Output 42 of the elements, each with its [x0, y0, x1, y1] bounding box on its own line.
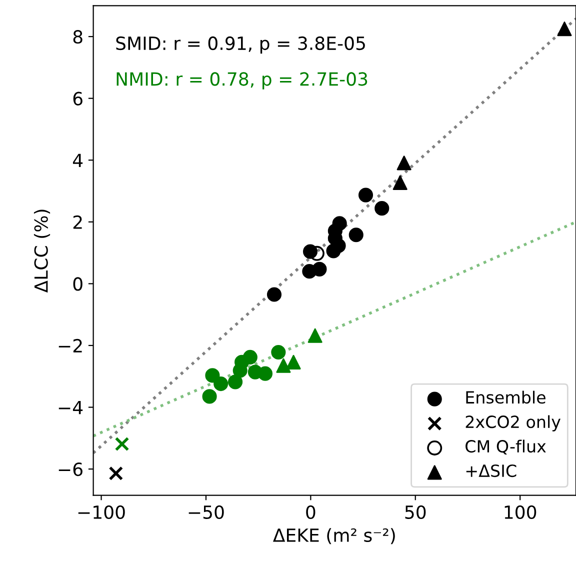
point	[258, 366, 273, 381]
x-tick-label: −50	[188, 505, 224, 519]
point	[266, 287, 282, 302]
point	[271, 344, 286, 360]
y-tick-label: 0	[73, 277, 82, 291]
y-tick-label: −2	[58, 338, 82, 352]
point	[242, 350, 258, 364]
point	[228, 374, 243, 390]
x-axis-title: ΔEKE (m² s⁻²)	[273, 528, 395, 544]
point	[276, 358, 291, 373]
x-tick-label: −100	[78, 505, 125, 519]
point	[332, 216, 347, 231]
y-axis-title: ΔLCC (%)	[34, 210, 50, 293]
y-tick-label: 6	[73, 92, 82, 106]
annotation: NMID: r = 0.78, p = 2.7E-03	[116, 72, 368, 90]
point	[358, 188, 374, 202]
y-tick-label: 8	[73, 30, 82, 44]
legend-label: CM Q-flux	[466, 440, 546, 455]
legend-label: +ΔSIC	[466, 464, 516, 478]
y-tick-label: 4	[72, 154, 83, 167]
point	[312, 262, 327, 276]
point	[114, 436, 130, 452]
legend-label: 2xCO2 only	[466, 415, 560, 432]
point	[205, 368, 220, 383]
point	[286, 354, 301, 370]
y-tick-label: −6	[58, 462, 82, 476]
annotation: SMID: r = 0.91, p = 3.8E-05	[116, 36, 365, 54]
y-tick-label: −4	[58, 400, 83, 414]
point	[396, 156, 412, 170]
point	[308, 328, 322, 343]
point	[348, 228, 364, 242]
y-tick-label: 2	[73, 215, 82, 229]
point	[108, 466, 124, 481]
legend-label: Ensemble	[466, 390, 546, 404]
point	[557, 22, 572, 36]
x-tick-label: 50	[405, 505, 426, 519]
x-tick-label: 0	[306, 505, 316, 519]
x-tick-label: 100	[504, 505, 536, 519]
point	[214, 376, 228, 392]
point	[392, 175, 408, 190]
point	[374, 201, 390, 216]
point	[202, 389, 217, 404]
